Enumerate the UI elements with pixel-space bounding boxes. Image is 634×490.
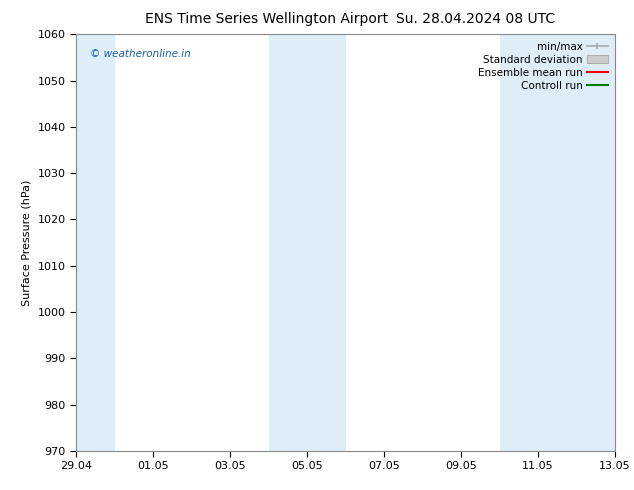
Text: ENS Time Series Wellington Airport: ENS Time Series Wellington Airport (145, 12, 388, 26)
Y-axis label: Surface Pressure (hPa): Surface Pressure (hPa) (22, 179, 32, 306)
Bar (76, 34, 115, 451)
Text: Su. 28.04.2024 08 UTC: Su. 28.04.2024 08 UTC (396, 12, 555, 26)
Legend: min/max, Standard deviation, Ensemble mean run, Controll run: min/max, Standard deviation, Ensemble me… (476, 40, 610, 93)
Bar (500, 34, 615, 451)
Text: © weatheronline.in: © weatheronline.in (89, 49, 190, 59)
Bar (269, 34, 346, 451)
